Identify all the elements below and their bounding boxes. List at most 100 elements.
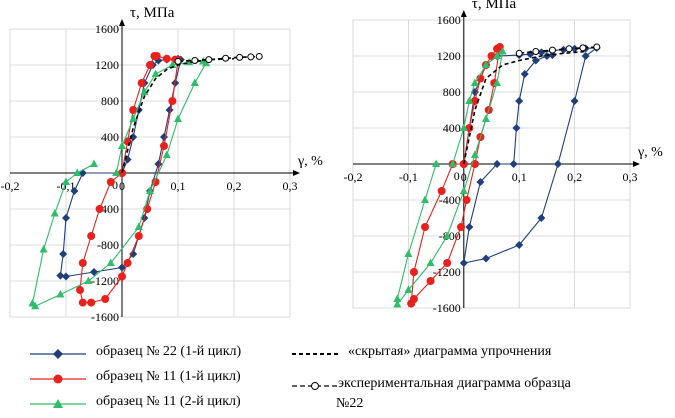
series-3 bbox=[393, 47, 507, 308]
data-point bbox=[62, 214, 70, 222]
series-5 bbox=[515, 43, 601, 57]
y-tick-label: 800 bbox=[101, 94, 119, 108]
data-point bbox=[553, 160, 562, 168]
y-tick-label: 1600 bbox=[95, 22, 119, 36]
data-point bbox=[459, 186, 468, 194]
x-axis-label: γ, % bbox=[637, 145, 663, 160]
data-point bbox=[134, 232, 143, 240]
data-point bbox=[509, 160, 518, 168]
legend-swatch-sample11-c1 bbox=[30, 374, 86, 384]
data-point bbox=[165, 106, 174, 114]
data-point bbox=[404, 249, 413, 257]
data-point bbox=[129, 106, 138, 114]
data-point bbox=[443, 259, 452, 267]
data-point bbox=[493, 78, 502, 86]
data-point bbox=[498, 47, 507, 55]
data-point bbox=[481, 114, 490, 122]
data-point bbox=[106, 178, 115, 186]
data-point bbox=[570, 97, 579, 105]
data-point bbox=[146, 61, 154, 69]
x-axis-arrow bbox=[633, 161, 640, 167]
charts-area: -0,2 -0,1 0 0,1 0,2 0,3 -1600 -1200 -800 -400 400 8… bbox=[1, 0, 664, 324]
series-2 bbox=[407, 43, 504, 308]
data-point bbox=[56, 290, 65, 298]
data-point bbox=[84, 276, 93, 284]
y-tick-label: 0 bbox=[112, 178, 118, 192]
legend-label: образец № 11 (2-й цикл) bbox=[96, 394, 241, 409]
data-point bbox=[168, 60, 177, 68]
data-point bbox=[202, 58, 210, 67]
y-axis-arrow bbox=[119, 19, 125, 26]
y-tick-label: -400 bbox=[439, 193, 461, 207]
data-point bbox=[191, 57, 199, 64]
x-tick-label: 0,3 bbox=[623, 170, 638, 184]
data-point bbox=[146, 186, 154, 194]
data-point bbox=[579, 44, 587, 52]
y-tick-label: -800 bbox=[97, 238, 119, 252]
x-tick-label: 0,2 bbox=[227, 179, 242, 193]
data-point bbox=[520, 70, 529, 78]
data-point bbox=[593, 43, 601, 51]
x-tick-label: 0,1 bbox=[512, 170, 527, 184]
series-4 bbox=[463, 50, 586, 165]
y-tick-label: 400 bbox=[101, 130, 119, 144]
legend-swatch-sample22 bbox=[30, 349, 86, 359]
data-point bbox=[548, 46, 556, 54]
data-point bbox=[151, 69, 160, 77]
legend-label: экспериментальная диаграмма образца bbox=[338, 376, 571, 391]
data-point bbox=[247, 53, 255, 61]
legend-label: «скрытая» диаграмма упрочнения bbox=[348, 344, 552, 359]
x-tick-label: -0,2 bbox=[1, 179, 20, 193]
y-tick-label: -1200 bbox=[91, 274, 119, 288]
data-point bbox=[118, 263, 126, 272]
data-point bbox=[515, 49, 523, 57]
data-point bbox=[78, 298, 87, 307]
data-point bbox=[140, 87, 149, 95]
data-point bbox=[457, 223, 466, 231]
y-tick-label: 1200 bbox=[95, 58, 119, 72]
x-tick-label: 0,2 bbox=[567, 170, 582, 184]
data-point bbox=[470, 97, 479, 105]
data-point bbox=[174, 57, 182, 65]
data-point bbox=[470, 78, 479, 86]
x-tick-label: 0 bbox=[461, 170, 467, 184]
data-point bbox=[160, 133, 168, 141]
data-point bbox=[393, 294, 402, 302]
data-point bbox=[407, 299, 416, 308]
x-tick-label: -0,1 bbox=[399, 170, 418, 184]
series-2 bbox=[76, 52, 182, 307]
data-point bbox=[487, 52, 496, 60]
data-point bbox=[118, 272, 126, 281]
data-point bbox=[70, 187, 79, 195]
data-point bbox=[465, 223, 474, 231]
data-point bbox=[570, 44, 579, 53]
data-point bbox=[404, 285, 413, 293]
data-point bbox=[512, 124, 521, 132]
data-point bbox=[531, 56, 540, 65]
y-axis-arrow bbox=[460, 10, 467, 17]
y-tick-label: 0 bbox=[454, 169, 460, 183]
data-point bbox=[393, 299, 402, 308]
x-tick-label: -0,1 bbox=[57, 179, 76, 193]
x-tick-label: 0,3 bbox=[283, 179, 298, 193]
series-1 bbox=[56, 54, 185, 281]
data-point bbox=[118, 141, 126, 149]
y-tick-label: 1200 bbox=[437, 49, 461, 63]
data-point bbox=[493, 160, 502, 168]
series-line bbox=[463, 50, 586, 165]
data-point bbox=[426, 258, 435, 266]
y-tick-label: 800 bbox=[443, 85, 461, 99]
y-tick-label: -1600 bbox=[91, 310, 119, 324]
data-point bbox=[515, 241, 524, 249]
data-point bbox=[62, 272, 70, 281]
y-tick-label: 1600 bbox=[437, 13, 461, 27]
data-point bbox=[255, 52, 263, 60]
data-point bbox=[448, 159, 457, 167]
legend-swatch-sample11-c2 bbox=[30, 399, 86, 408]
data-point bbox=[56, 271, 65, 280]
data-point bbox=[73, 168, 82, 176]
y-tick-label: -1600 bbox=[433, 301, 461, 315]
data-point bbox=[515, 97, 524, 105]
data-point bbox=[581, 52, 590, 60]
data-point bbox=[62, 177, 70, 185]
